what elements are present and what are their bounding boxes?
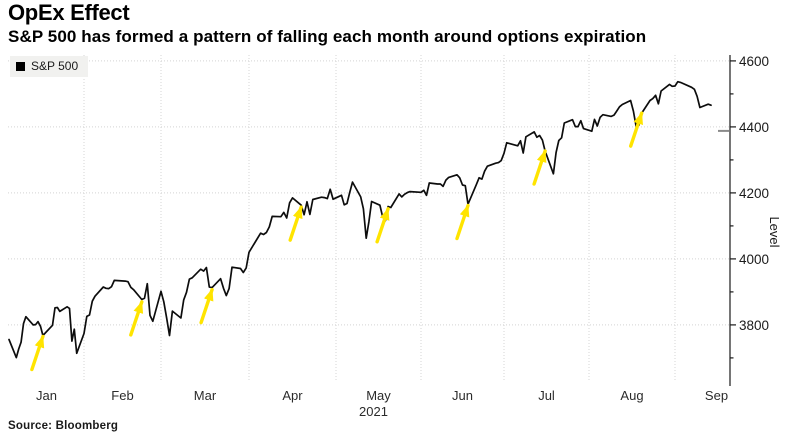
y-tick-label: 4200 (739, 186, 769, 201)
opex-arrow (30, 334, 45, 372)
y-tick-label: 4600 (739, 54, 769, 69)
chart-subtitle: S&P 500 has formed a pattern of falling … (8, 27, 647, 46)
chart-legend: S&P 500 (10, 56, 89, 77)
x-tick-label: Apr (282, 388, 303, 403)
y-axis: 3800 4000 4200 4400 4600 Level (718, 54, 782, 386)
y-axis-title: Level (767, 216, 782, 247)
x-tick-label: Feb (111, 388, 133, 403)
x-tick-label: Mar (194, 388, 217, 403)
source-credit: Source: Bloomberg (8, 420, 119, 432)
legend-series-label: S&P 500 (31, 59, 79, 73)
opex-arrow (375, 207, 390, 244)
x-axis-labels: Jan Feb Mar Apr May Jun Jul Aug Sep 2021 (36, 388, 728, 419)
x-year-label: 2021 (359, 404, 388, 419)
x-tick-label: Jun (452, 388, 473, 403)
x-tick-label: Jan (36, 388, 57, 403)
opex-arrows (30, 111, 644, 372)
gridlines (8, 55, 730, 381)
x-tick-label: May (366, 388, 391, 403)
x-tick-label: Sep (705, 388, 728, 403)
sp500-line (8, 80, 712, 359)
opex-arrow (455, 203, 470, 241)
chart-title: OpEx Effect (8, 0, 130, 25)
opex-arrow (129, 300, 144, 337)
y-tick-label: 4000 (739, 252, 769, 267)
opex-arrow (199, 287, 214, 325)
legend-swatch-icon (16, 61, 25, 71)
x-tick-label: Jul (538, 388, 555, 403)
opex-arrow (532, 149, 547, 186)
opex-arrow (629, 111, 644, 148)
opex-arrow (288, 205, 303, 242)
y-tick-label: 4400 (739, 120, 769, 135)
y-tick-label: 3800 (739, 318, 769, 333)
series-sp500 (8, 80, 712, 359)
x-tick-label: Aug (620, 388, 643, 403)
